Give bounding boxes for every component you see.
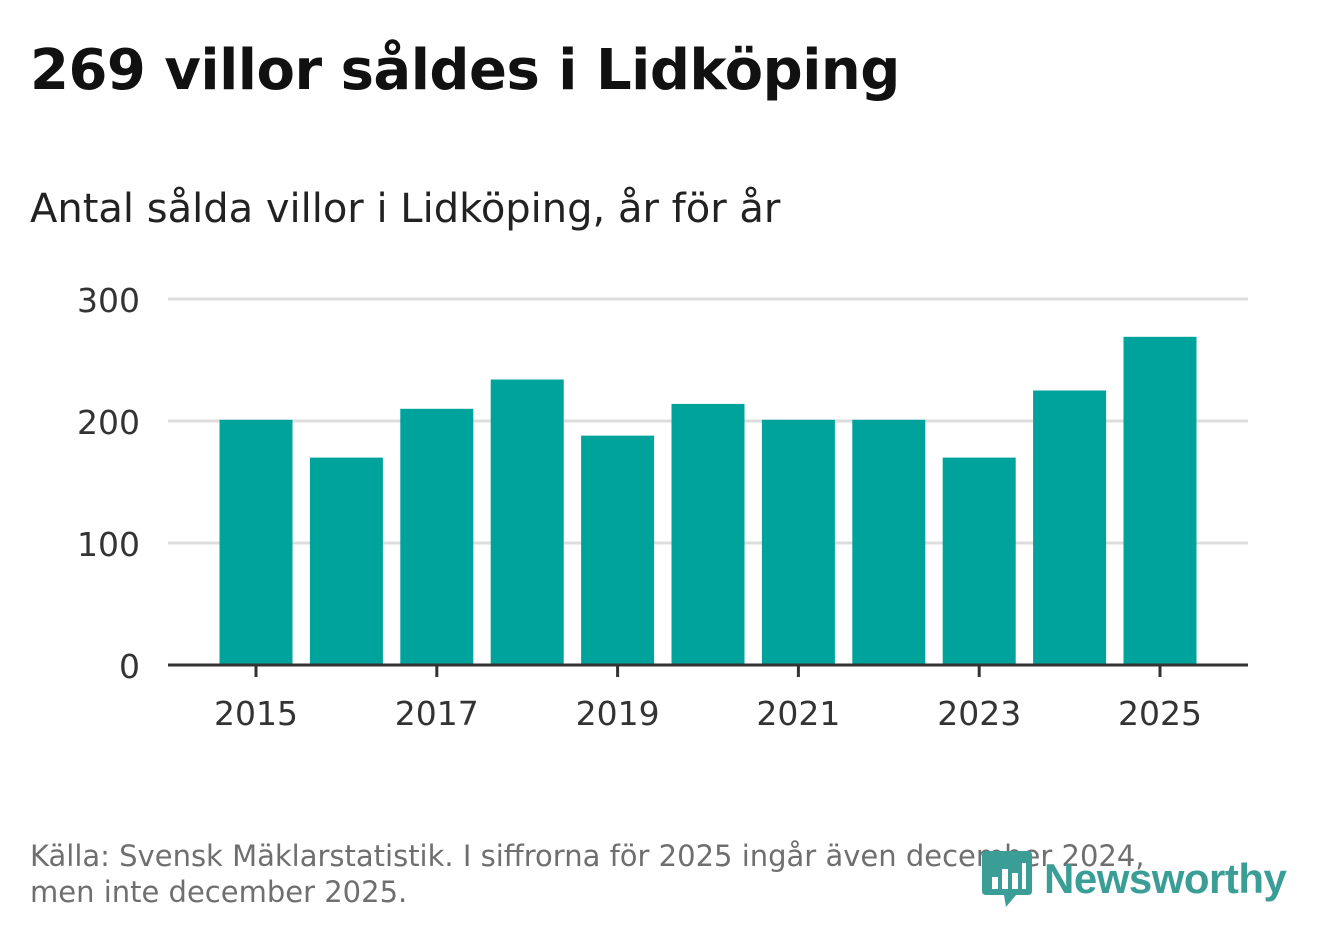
- newsworthy-logo: Newsworthy: [980, 846, 1287, 912]
- bar-2016: [309, 457, 383, 665]
- source-line-2: men inte december 2025.: [30, 875, 408, 909]
- bar-2023: [942, 457, 1016, 665]
- bar-2020: [671, 403, 745, 665]
- chart-title: 269 villor såldes i Lidköping: [30, 38, 900, 103]
- bar-2024: [1033, 390, 1107, 665]
- axes: [168, 663, 1248, 677]
- bar-chart: 0 100 200 300 2015 2017 2019 2021 2023 2025: [77, 281, 1248, 733]
- x-tick-label-2021: 2021: [756, 694, 840, 733]
- chart-subtitle: Antal sålda villor i Lidköping, år för å…: [30, 186, 781, 232]
- bar-2021: [761, 419, 835, 665]
- x-tick-label-2015: 2015: [214, 694, 298, 733]
- bar-2015: [219, 419, 293, 665]
- tick-labels: 0 100 200 300 2015 2017 2019 2021 2023 2025: [77, 281, 1202, 733]
- y-tick-label-0: 0: [119, 647, 140, 686]
- y-tick-label-300: 300: [77, 281, 140, 320]
- y-tick-label-100: 100: [77, 525, 140, 564]
- newsworthy-logo-text: Newsworthy: [1044, 855, 1287, 902]
- source-footnote: Källa: Svensk Mäklarstatistik. I siffror…: [30, 838, 1230, 910]
- x-tick-label-2025: 2025: [1118, 694, 1202, 733]
- bar-2019: [581, 435, 655, 665]
- source-line-1: Källa: Svensk Mäklarstatistik. I siffror…: [30, 839, 1145, 873]
- x-tick-label-2019: 2019: [576, 694, 660, 733]
- y-tick-label-200: 200: [77, 403, 140, 442]
- bar-2025: [1123, 336, 1197, 665]
- bar-2017: [400, 408, 474, 665]
- x-tick-label-2023: 2023: [937, 694, 1021, 733]
- newsworthy-logo-icon: [982, 851, 1032, 907]
- bar-2018: [490, 379, 564, 665]
- bar-2022: [852, 419, 926, 665]
- x-tick-label-2017: 2017: [395, 694, 479, 733]
- bars: [219, 336, 1197, 665]
